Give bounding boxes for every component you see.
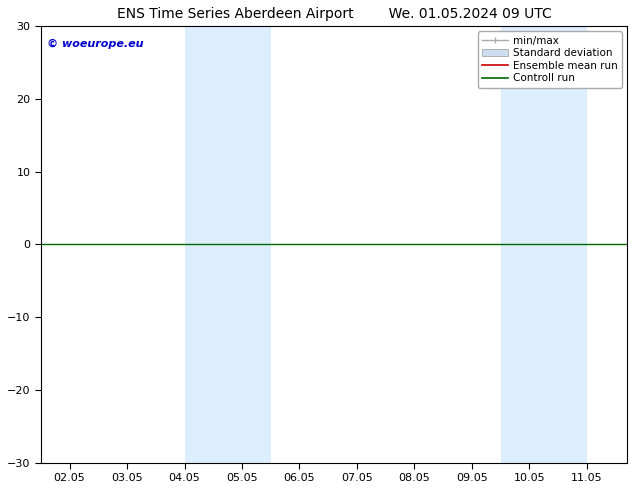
Text: © woeurope.eu: © woeurope.eu: [47, 39, 143, 49]
Bar: [184, 26, 242, 463]
Legend: min/max, Standard deviation, Ensemble mean run, Controll run: min/max, Standard deviation, Ensemble me…: [477, 31, 622, 88]
Title: ENS Time Series Aberdeen Airport        We. 01.05.2024 09 UTC: ENS Time Series Aberdeen Airport We. 01.…: [117, 7, 552, 21]
Bar: [501, 26, 529, 463]
Bar: [242, 26, 271, 463]
Bar: [529, 26, 587, 463]
